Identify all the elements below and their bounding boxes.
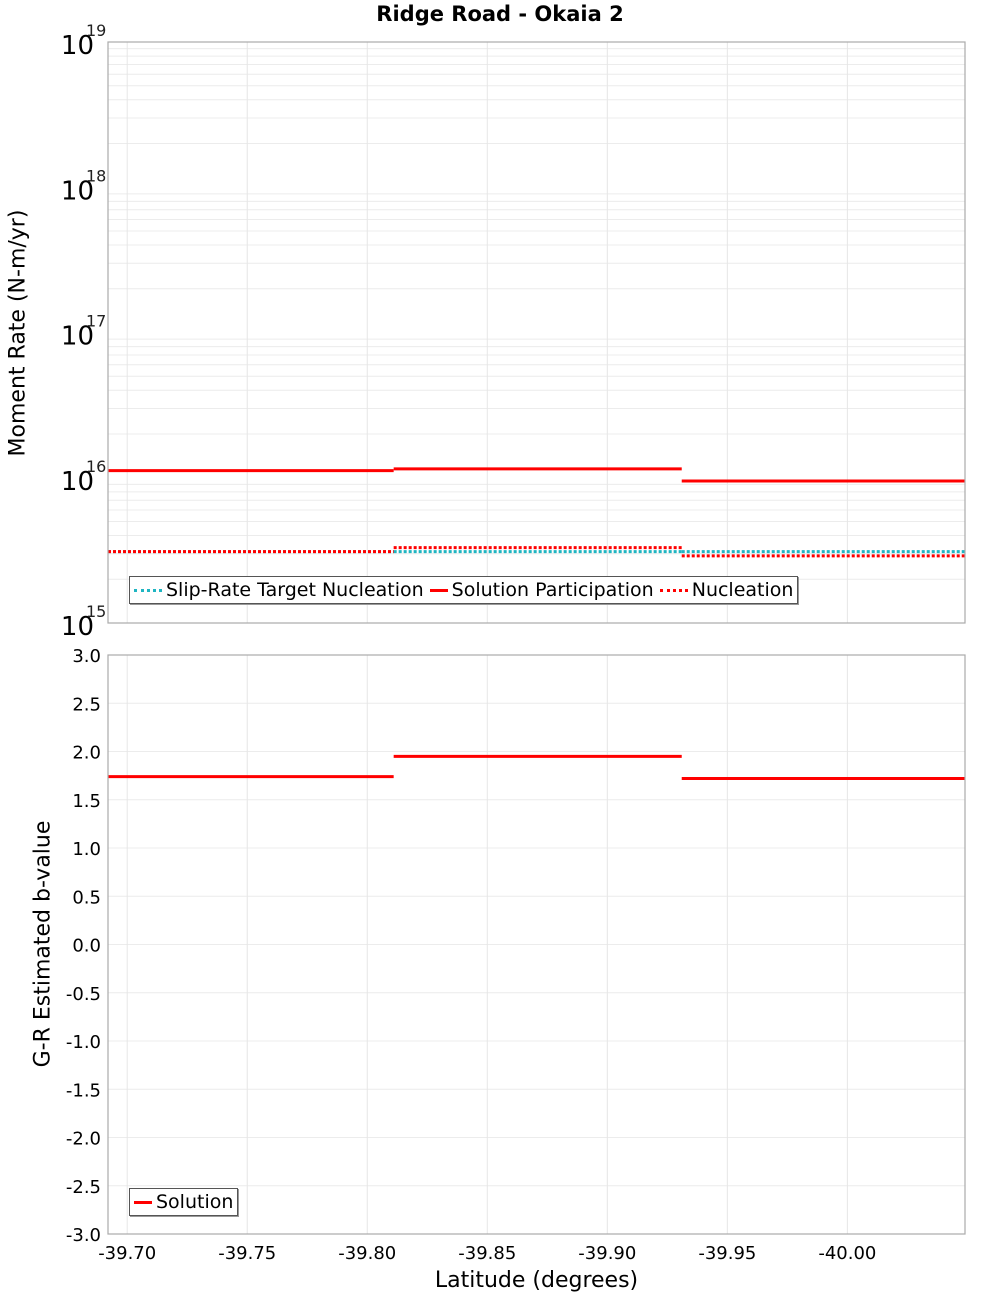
svg-text:16: 16 — [86, 457, 106, 476]
svg-text:-39.95: -39.95 — [698, 1243, 756, 1264]
legend-label: Solution Participation — [451, 579, 654, 601]
bottom-y-axis-label: G-R Estimated b-value — [30, 820, 56, 1068]
svg-text:1.5: 1.5 — [72, 791, 101, 812]
chart-title: Ridge Road - Okaia 2 — [376, 2, 624, 26]
legend-label: Slip-Rate Target Nucleation — [166, 579, 424, 601]
legend-item-solution: Solution — [134, 1191, 233, 1213]
legend-item-solution-participation: Solution Participation — [429, 579, 654, 601]
svg-text:-3.0: -3.0 — [66, 1225, 101, 1246]
svg-text:15: 15 — [86, 602, 106, 621]
legend-label: Nucleation — [691, 579, 794, 601]
svg-text:-1.0: -1.0 — [66, 1032, 101, 1053]
svg-text:10: 10 — [61, 467, 94, 497]
top-y-axis-label: Moment Rate (N-m/yr) — [5, 209, 31, 457]
svg-text:-39.85: -39.85 — [458, 1243, 516, 1264]
svg-text:10: 10 — [61, 31, 94, 61]
svg-text:10: 10 — [61, 176, 94, 206]
svg-text:-40.00: -40.00 — [818, 1243, 876, 1264]
solid-red-line-icon — [134, 1200, 152, 1204]
svg-text:10: 10 — [61, 322, 94, 352]
svg-text:-1.5: -1.5 — [66, 1080, 101, 1101]
svg-text:3.0: 3.0 — [72, 646, 101, 667]
dotted-red-line-icon — [659, 588, 688, 592]
svg-text:0.0: 0.0 — [72, 936, 101, 957]
bottom-legend: Solution — [129, 1188, 239, 1216]
svg-text:2.5: 2.5 — [72, 694, 101, 715]
svg-text:-2.5: -2.5 — [66, 1177, 101, 1198]
svg-text:-39.70: -39.70 — [98, 1243, 156, 1264]
svg-text:-2.0: -2.0 — [66, 1129, 101, 1150]
svg-text:-39.80: -39.80 — [338, 1243, 396, 1264]
dotted-cyan-line-icon — [134, 588, 162, 592]
svg-text:17: 17 — [86, 312, 106, 331]
solid-red-line-icon — [429, 588, 448, 592]
svg-text:19: 19 — [86, 21, 106, 40]
x-axis-label: Latitude (degrees) — [434, 1268, 639, 1293]
svg-text:-39.90: -39.90 — [578, 1243, 636, 1264]
top-legend: Slip-Rate Target Nucleation Solution Par… — [129, 576, 799, 604]
legend-item-nucleation: Nucleation — [659, 579, 794, 601]
svg-text:0.5: 0.5 — [72, 887, 101, 908]
svg-text:1.0: 1.0 — [72, 839, 101, 860]
svg-text:2.0: 2.0 — [72, 743, 101, 764]
svg-text:-0.5: -0.5 — [66, 984, 101, 1005]
legend-item-slip-rate-target: Slip-Rate Target Nucleation — [134, 579, 424, 601]
svg-text:18: 18 — [86, 166, 106, 185]
svg-text:10: 10 — [61, 612, 94, 642]
legend-label: Solution — [156, 1191, 234, 1213]
svg-text:-39.75: -39.75 — [218, 1243, 276, 1264]
